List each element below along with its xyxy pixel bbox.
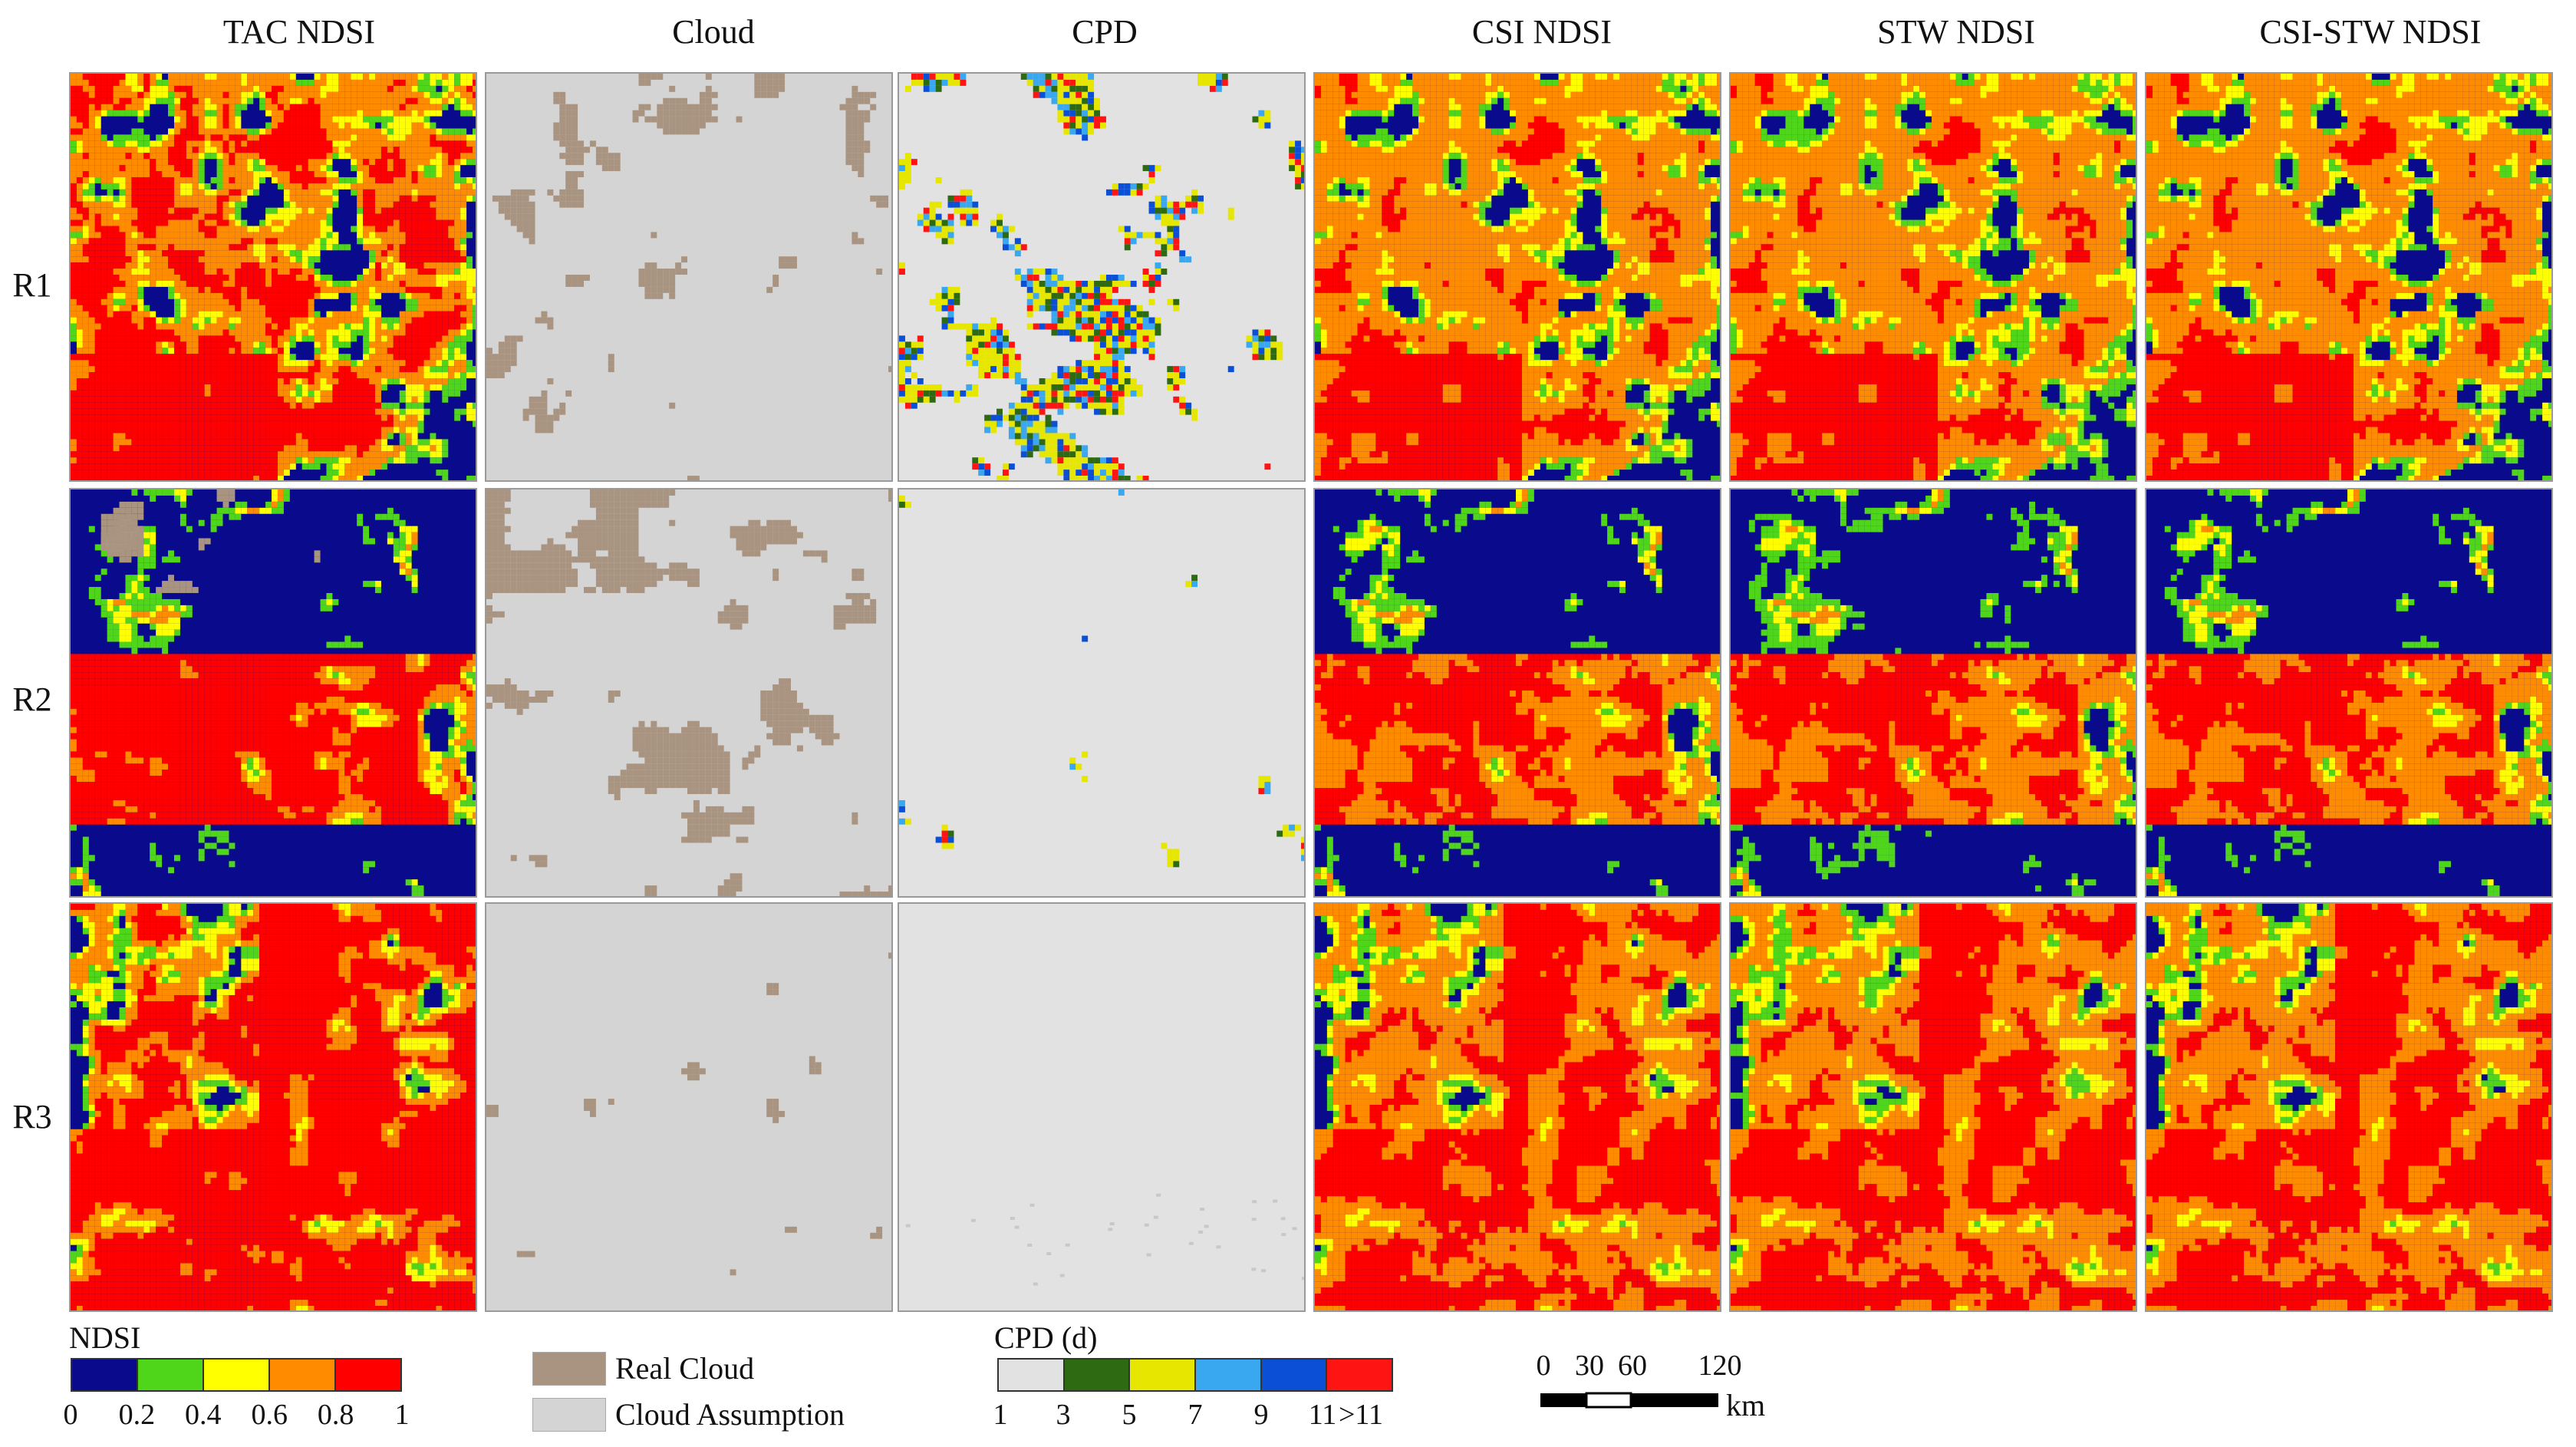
- column-header-stw-ndsi: STW NDSI: [1751, 12, 2162, 51]
- column-header-tac-ndsi: TAC NDSI: [94, 12, 505, 51]
- cpd-legend-colorbar: [997, 1358, 1393, 1392]
- panel-r2-csi-ndsi-raster: [1315, 489, 1720, 896]
- panel-r3-csi-stw-ndsi: [2145, 902, 2553, 1312]
- panel-r2-csi-stw-ndsi-raster: [2146, 489, 2551, 896]
- panel-r3-csi-ndsi-raster: [1315, 904, 1720, 1310]
- panel-r3-csi-stw-ndsi-raster: [2146, 904, 2551, 1310]
- panel-r1-csi-stw-ndsi-raster: [2146, 74, 2551, 480]
- panel-r3-cpd: [898, 902, 1306, 1312]
- cpd-tick-label: 9: [1254, 1398, 1269, 1432]
- real-cloud-swatch: [532, 1352, 606, 1386]
- cpd-swatch-3: [1196, 1360, 1262, 1390]
- cpd-tick-label: 11: [1309, 1398, 1337, 1432]
- panel-r3-stw-ndsi: [1729, 902, 2137, 1312]
- panel-r1-tac-ndsi: [69, 72, 477, 482]
- scalebar-tick-120: 120: [1698, 1349, 1742, 1383]
- scalebar-tick-30: 30: [1575, 1349, 1604, 1383]
- ndsi-legend-title: NDSI: [69, 1320, 140, 1356]
- panel-r2-cpd: [898, 488, 1306, 898]
- panel-r1-cpd: [898, 72, 1306, 482]
- panel-r3-csi-ndsi: [1313, 902, 1721, 1312]
- ndsi-swatch-2: [204, 1360, 270, 1390]
- panel-r2-cloud: [485, 488, 893, 898]
- cpd-tick-label: 3: [1056, 1398, 1071, 1432]
- cpd-swatch-5: [1327, 1360, 1392, 1390]
- ndsi-swatch-1: [138, 1360, 204, 1390]
- ndsi-tick-label: 0.2: [119, 1398, 156, 1432]
- panel-r3-cpd-raster: [899, 904, 1304, 1310]
- column-header-cpd: CPD: [899, 12, 1310, 51]
- panel-r3-cloud: [485, 902, 893, 1312]
- cpd-swatch-1: [1064, 1360, 1131, 1390]
- panel-r1-cpd-raster: [899, 74, 1304, 480]
- ndsi-tick-label: 0.6: [251, 1398, 288, 1432]
- scalebar-unit: km: [1726, 1387, 1765, 1423]
- panel-r1-stw-ndsi-raster: [1731, 74, 2136, 480]
- panel-r2-tac-ndsi-raster: [71, 489, 476, 896]
- ndsi-swatch-3: [270, 1360, 336, 1390]
- scalebar-tick-0: 0: [1537, 1349, 1551, 1383]
- cpd-swatch-2: [1130, 1360, 1197, 1390]
- scalebar: [1540, 1392, 1718, 1409]
- cpd-swatch-4: [1261, 1360, 1328, 1390]
- ndsi-tick-label: 1: [395, 1398, 410, 1432]
- panel-r2-csi-ndsi: [1313, 488, 1721, 898]
- row-label-r1: R1: [0, 265, 64, 305]
- column-header-csi-ndsi: CSI NDSI: [1336, 12, 1748, 51]
- row-label-r3: R3: [0, 1097, 64, 1136]
- panel-r2-cloud-raster: [486, 489, 891, 896]
- panel-r2-stw-ndsi-raster: [1731, 489, 2136, 896]
- ndsi-swatch-4: [336, 1360, 400, 1390]
- panel-r3-tac-ndsi-raster: [71, 904, 476, 1310]
- cpd-tick-label: >11: [1339, 1398, 1383, 1432]
- cpd-swatch-0: [999, 1360, 1065, 1390]
- ndsi-tick-label: 0.8: [318, 1398, 354, 1432]
- cpd-tick-label: 5: [1122, 1398, 1137, 1432]
- cpd-tick-label: 7: [1188, 1398, 1203, 1432]
- ndsi-tick-label: 0: [64, 1398, 78, 1432]
- cpd-legend-title: CPD (d): [994, 1320, 1097, 1356]
- panel-r1-csi-stw-ndsi: [2145, 72, 2553, 482]
- panel-r2-cpd-raster: [899, 489, 1304, 896]
- panel-r1-csi-ndsi: [1313, 72, 1721, 482]
- cloud-assumption-swatch: [532, 1398, 606, 1432]
- real-cloud-label: Real Cloud: [615, 1350, 754, 1386]
- cpd-tick-label: 1: [993, 1398, 1008, 1432]
- panel-r1-cloud: [485, 72, 893, 482]
- scalebar-tick-60: 60: [1618, 1349, 1647, 1383]
- panel-r3-stw-ndsi-raster: [1731, 904, 2136, 1310]
- ndsi-legend-colorbar: [71, 1358, 402, 1392]
- panel-r2-csi-stw-ndsi: [2145, 488, 2553, 898]
- ndsi-tick-label: 0.4: [185, 1398, 222, 1432]
- column-header-cloud: Cloud: [508, 12, 919, 51]
- ndsi-swatch-0: [72, 1360, 138, 1390]
- panel-r1-csi-ndsi-raster: [1315, 74, 1720, 480]
- cloud-assumption-label: Cloud Assumption: [615, 1396, 845, 1432]
- row-label-r2: R2: [0, 680, 64, 719]
- panel-r1-cloud-raster: [486, 74, 891, 480]
- panel-r2-stw-ndsi: [1729, 488, 2137, 898]
- panel-r2-tac-ndsi: [69, 488, 477, 898]
- panel-r1-stw-ndsi: [1729, 72, 2137, 482]
- panel-r1-tac-ndsi-raster: [71, 74, 476, 480]
- panel-r3-tac-ndsi: [69, 902, 477, 1312]
- panel-r3-cloud-raster: [486, 904, 891, 1310]
- column-header-csi-stw-ndsi: CSI-STW NDSI: [2165, 12, 2576, 51]
